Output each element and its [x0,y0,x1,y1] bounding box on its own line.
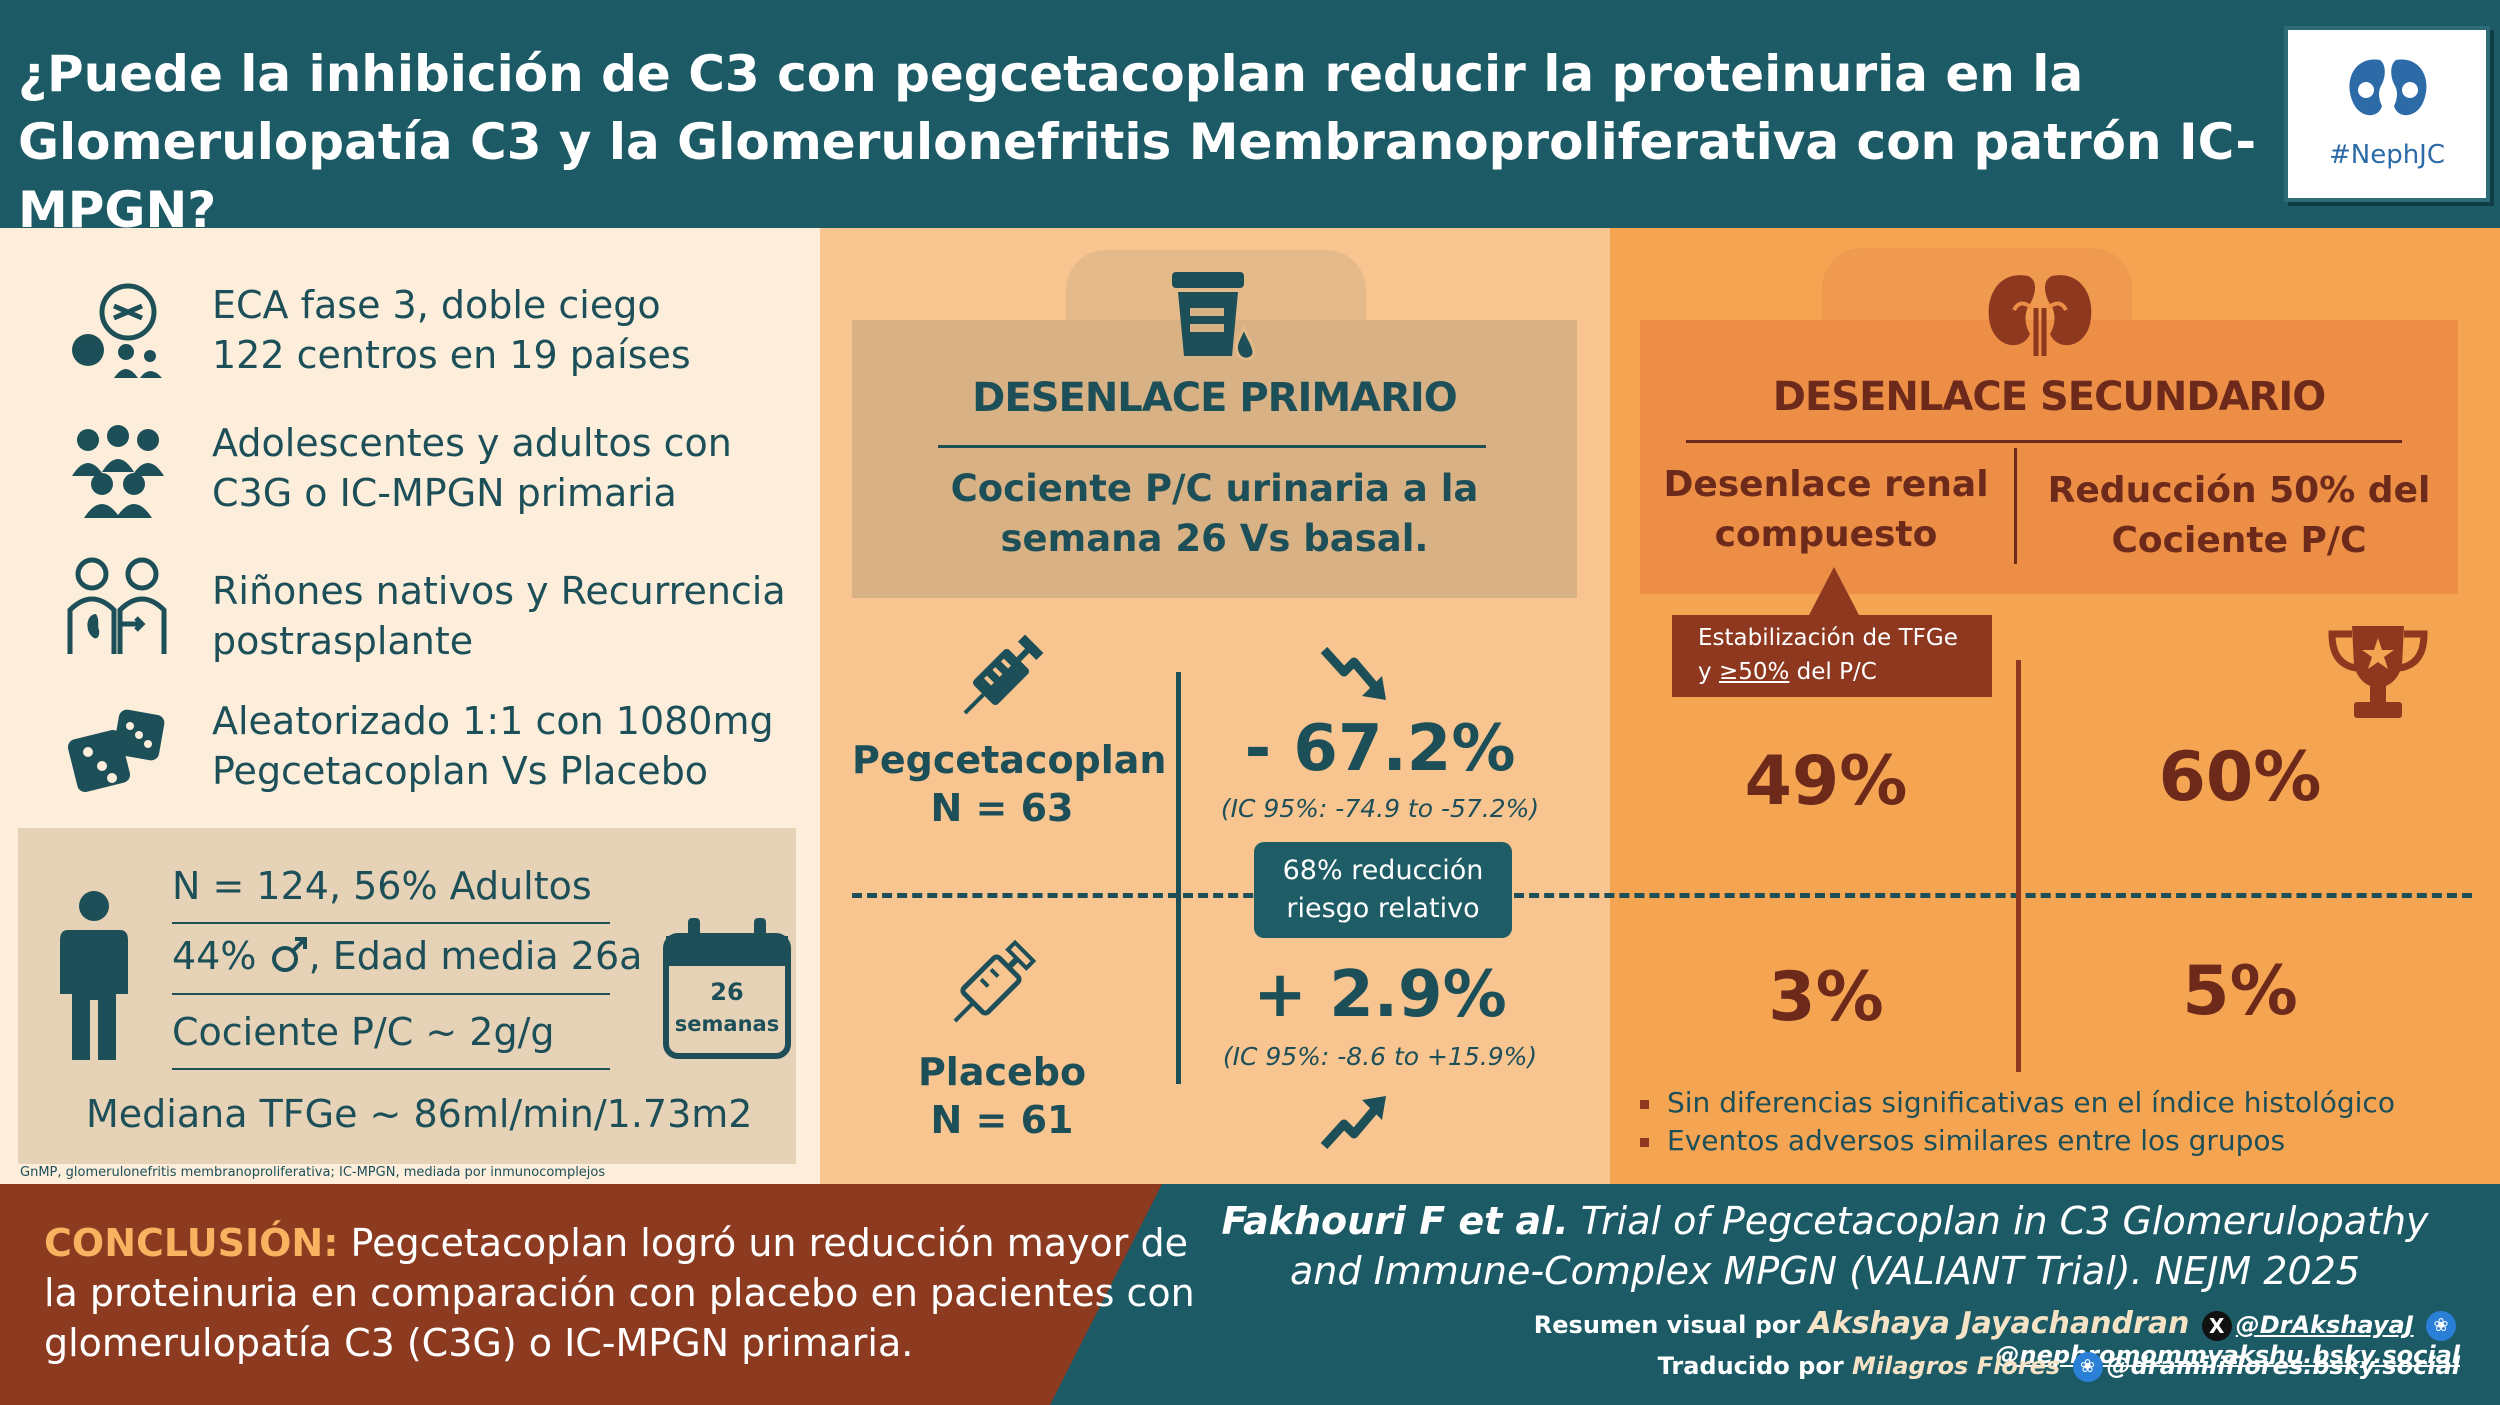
pegcetacoplan-composite-value: 49% [1744,742,1908,821]
pegcetacoplan-reduction-value: 60% [2158,738,2322,817]
feature-trial-design: ECA fase 3, doble ciego 122 centros en 1… [212,283,691,377]
finding-bullet: Eventos adversos similares entre los gru… [1640,1124,2460,1157]
placebo-arm-label: Placebo N = 61 [917,1050,1087,1142]
people-group-icon [72,425,164,518]
placebo-ci: (IC 95%: -8.6 to +15.9%) [1222,1042,1538,1071]
placebo-reduction-value: 5% [2182,952,2298,1031]
baseline-egfr: Mediana TFGe ~ 86ml/min/1.73m2 [86,1092,753,1136]
kidneys-icon [1988,275,2092,356]
dice-icon [67,709,165,793]
feature-population: Adolescentes y adultos con C3G o IC-MPGN… [212,421,732,515]
bluesky-logo-icon: ❀ [2072,1352,2103,1382]
calendar-label: semanas [674,1012,780,1036]
translation-credit: Traducido por Milagros Flores ❀ @dramilif… [1657,1352,2460,1382]
baseline-n: N = 124, 56% Adultos [172,864,592,908]
composite-definition-tooltip: Estabilización de TFGe y ≥50% del P/C [1672,615,1992,697]
conclusion-text: CONCLUSIÓN: Pegcetacoplan logró un reduc… [44,1221,1195,1365]
pc-reduction-heading: Reducción 50% del Cociente P/C [2047,470,2431,561]
pegcetacoplan-ci: (IC 95%: -74.9 to -57.2%) [1220,794,1540,823]
translator-handle-link[interactable]: @dramiliflores.bsky.social [2106,1352,2460,1380]
divider [1686,440,2402,443]
divider [172,1068,610,1070]
x-handle-link[interactable]: @DrAkshayaJ [2235,1311,2414,1339]
primary-outcome-box [852,320,1577,598]
trend-up-icon [1320,1096,1386,1150]
pegcetacoplan-change-value: - 67.2% [1244,712,1516,786]
finding-bullet: Sin diferencias significativas en el índ… [1640,1086,2460,1119]
kidney-transplant-icon [67,557,167,654]
male-symbol-icon [271,937,307,972]
kidneys-logo-icon [2349,59,2427,116]
syringe-icon [953,939,1037,1023]
placebo-composite-value: 3% [1768,958,1884,1037]
vertical-divider [1176,672,1181,1084]
composite-outcome-heading: Desenlace renal compuesto [1663,464,1989,555]
bluesky-logo-icon: ❀ [2426,1311,2456,1341]
tooltip-arrow [1808,567,1860,617]
divider [172,922,610,924]
reference-band [1050,1184,2500,1405]
randomization-icon [72,283,162,378]
trophy-icon [2328,626,2428,718]
citation: Fakhouri F et al. Trial of Pegcetacoplan… [1221,1199,2429,1293]
footnote: GnMP, glomerulonefritis membranoprolifer… [20,1165,606,1180]
calendar-icon [663,918,791,1059]
divider [172,993,610,995]
trend-down-icon [1320,646,1386,700]
nephjc-logo: #NephJC [2284,26,2490,202]
baseline-sex-age: 44% , Edad media 26a [172,934,643,978]
urine-cup-icon [1172,272,1256,361]
x-logo-icon: X [2201,1311,2232,1341]
secondary-heading: DESENLACE SECUNDARIO [1772,374,2326,420]
header-banner [0,0,2500,228]
calendar-number: 26 [710,978,744,1006]
vertical-divider [2014,448,2017,564]
primary-subheading: Cociente P/C urinaria a la semana 26 Vs … [950,467,1479,560]
page-title: ¿Puede la inhibición de C3 con pegcetaco… [18,45,2257,239]
visual-abstract-credit: Resumen visual por Akshaya Jayachandran … [1533,1306,2460,1369]
vertical-divider [2016,660,2021,1072]
syringe-icon [963,634,1044,715]
placebo-change-value: + 2.9% [1253,958,1507,1032]
person-icon [60,891,128,1060]
feature-kidneys: Riñones nativos y Recurrencia postraspla… [212,569,786,663]
secondary-outcome-box [1640,320,2458,594]
pegcetacoplan-arm-label: Pegcetacoplan N = 63 [852,738,1167,830]
relative-risk-badge: 68% reducción riesgo relativo [1254,842,1512,938]
baseline-pc-ratio: Cociente P/C ~ 2g/g [172,1010,555,1054]
primary-heading: DESENLACE PRIMARIO [972,375,1458,421]
divider [938,445,1486,448]
feature-randomization: Aleatorizado 1:1 con 1080mg Pegcetacopla… [212,699,774,793]
dashed-divider [852,893,2472,898]
